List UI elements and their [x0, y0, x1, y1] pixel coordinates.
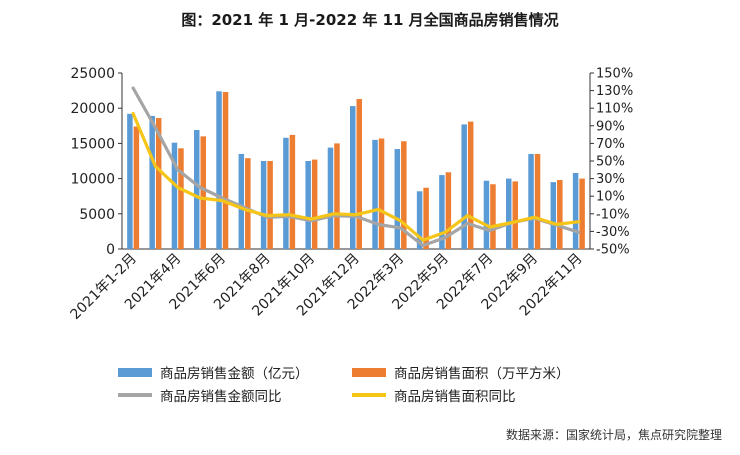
bar-sales-amount — [194, 130, 200, 249]
y-right-tick-label: 130% — [596, 84, 633, 99]
bar-sales-amount — [260, 161, 267, 249]
bar-sales-area — [245, 158, 251, 249]
y-left-tick-label: 15000 — [70, 136, 115, 152]
bar-sales-amount — [149, 115, 155, 249]
y-right-tick-label: 30% — [596, 172, 625, 187]
bar-sales-area — [557, 180, 563, 249]
legend-label-area-line: 商品房销售面积同比 — [394, 389, 516, 405]
y-right-tick-label: 90% — [596, 119, 625, 134]
y-right-tick-label: -30% — [596, 225, 630, 240]
bar-sales-amount — [238, 153, 245, 249]
data-source-note: 数据来源：国家统计局，焦点研究院整理 — [505, 428, 722, 442]
bar-sales-amount — [550, 182, 557, 249]
legend-label-amount-line: 商品房销售金额同比 — [160, 389, 282, 405]
bar-sales-area — [445, 172, 452, 249]
bar-sales-area — [534, 153, 541, 249]
bar-sales-amount — [305, 161, 311, 249]
bar-sales-area — [579, 178, 585, 249]
legend-amount-line: 商品房销售金额同比 — [118, 385, 282, 405]
bar-sales-area — [512, 181, 518, 249]
y-right-tick-label: -10% — [596, 207, 630, 222]
bar-sales-amount — [283, 137, 289, 249]
legend-swatch-amount-bar — [118, 367, 152, 377]
bar-sales-amount — [171, 142, 178, 249]
bar-sales-area — [200, 136, 206, 249]
bar-sales-area — [467, 121, 474, 249]
bar-sales-area — [401, 141, 407, 249]
legend-swatch-amount-line — [118, 393, 152, 397]
bar-sales-amount — [327, 147, 334, 249]
line-sales-area-yoy — [131, 111, 581, 242]
x-tick-label: 2021年1-2月 — [67, 251, 139, 323]
y-right-tick-label: 150% — [596, 67, 633, 82]
bar-sales-amount — [439, 175, 445, 249]
legend-label-amount-bar: 商品房销售金额（亿元） — [160, 366, 309, 382]
bar-sales-amount — [506, 178, 512, 249]
bar-sales-area — [334, 143, 340, 249]
bar-sales-amount — [528, 153, 534, 249]
bar-sales-area — [133, 126, 140, 249]
y-left-tick-label: 25000 — [70, 66, 115, 82]
y-left-tick-label: 0 — [106, 242, 115, 258]
bar-sales-area — [490, 184, 496, 249]
chart-title: 图：2021 年 1 月-2022 年 11 月全国商品房销售情况 — [181, 11, 559, 29]
y-left-tick-label: 10000 — [70, 172, 115, 188]
legend-amount-bar: 商品房销售金额（亿元） — [118, 362, 309, 382]
y-right-tick-label: 10% — [596, 190, 625, 205]
y-right-tick-label: 70% — [596, 137, 625, 152]
bar-sales-amount — [127, 113, 133, 249]
bar-sales-area — [423, 187, 429, 249]
legend-swatch-area-line — [352, 393, 386, 397]
legend-label-area-bar: 商品房销售面积（万平方米） — [394, 366, 570, 382]
bar-sales-area — [222, 92, 229, 250]
bar-sales-area — [267, 161, 273, 249]
y-right-tick-label: 110% — [596, 102, 633, 117]
bar-sales-area — [356, 99, 362, 249]
bar-sales-area — [311, 159, 318, 249]
bar-sales-amount — [461, 124, 467, 249]
bar-sales-amount — [416, 191, 423, 249]
y-left-tick-label: 20000 — [70, 101, 115, 117]
bar-sales-area — [378, 138, 385, 249]
y-left-tick-label: 5000 — [79, 207, 115, 223]
bar-sales-amount — [350, 106, 356, 249]
legend-area-bar: 商品房销售面积（万平方米） — [352, 362, 570, 382]
bar-sales-amount — [394, 149, 401, 249]
bar-sales-amount — [216, 91, 222, 249]
legend-swatch-area-bar — [352, 367, 386, 377]
bar-sales-amount — [572, 172, 579, 249]
bar-sales-amount — [372, 139, 378, 249]
y-right-tick-label: -50% — [596, 243, 630, 258]
bar-sales-area — [155, 118, 162, 249]
bar-sales-area — [289, 134, 296, 249]
legend-area-line: 商品房销售面积同比 — [352, 385, 516, 405]
bar-sales-area — [178, 148, 184, 249]
y-right-tick-label: 50% — [596, 155, 625, 170]
bar-sales-amount — [483, 180, 490, 249]
